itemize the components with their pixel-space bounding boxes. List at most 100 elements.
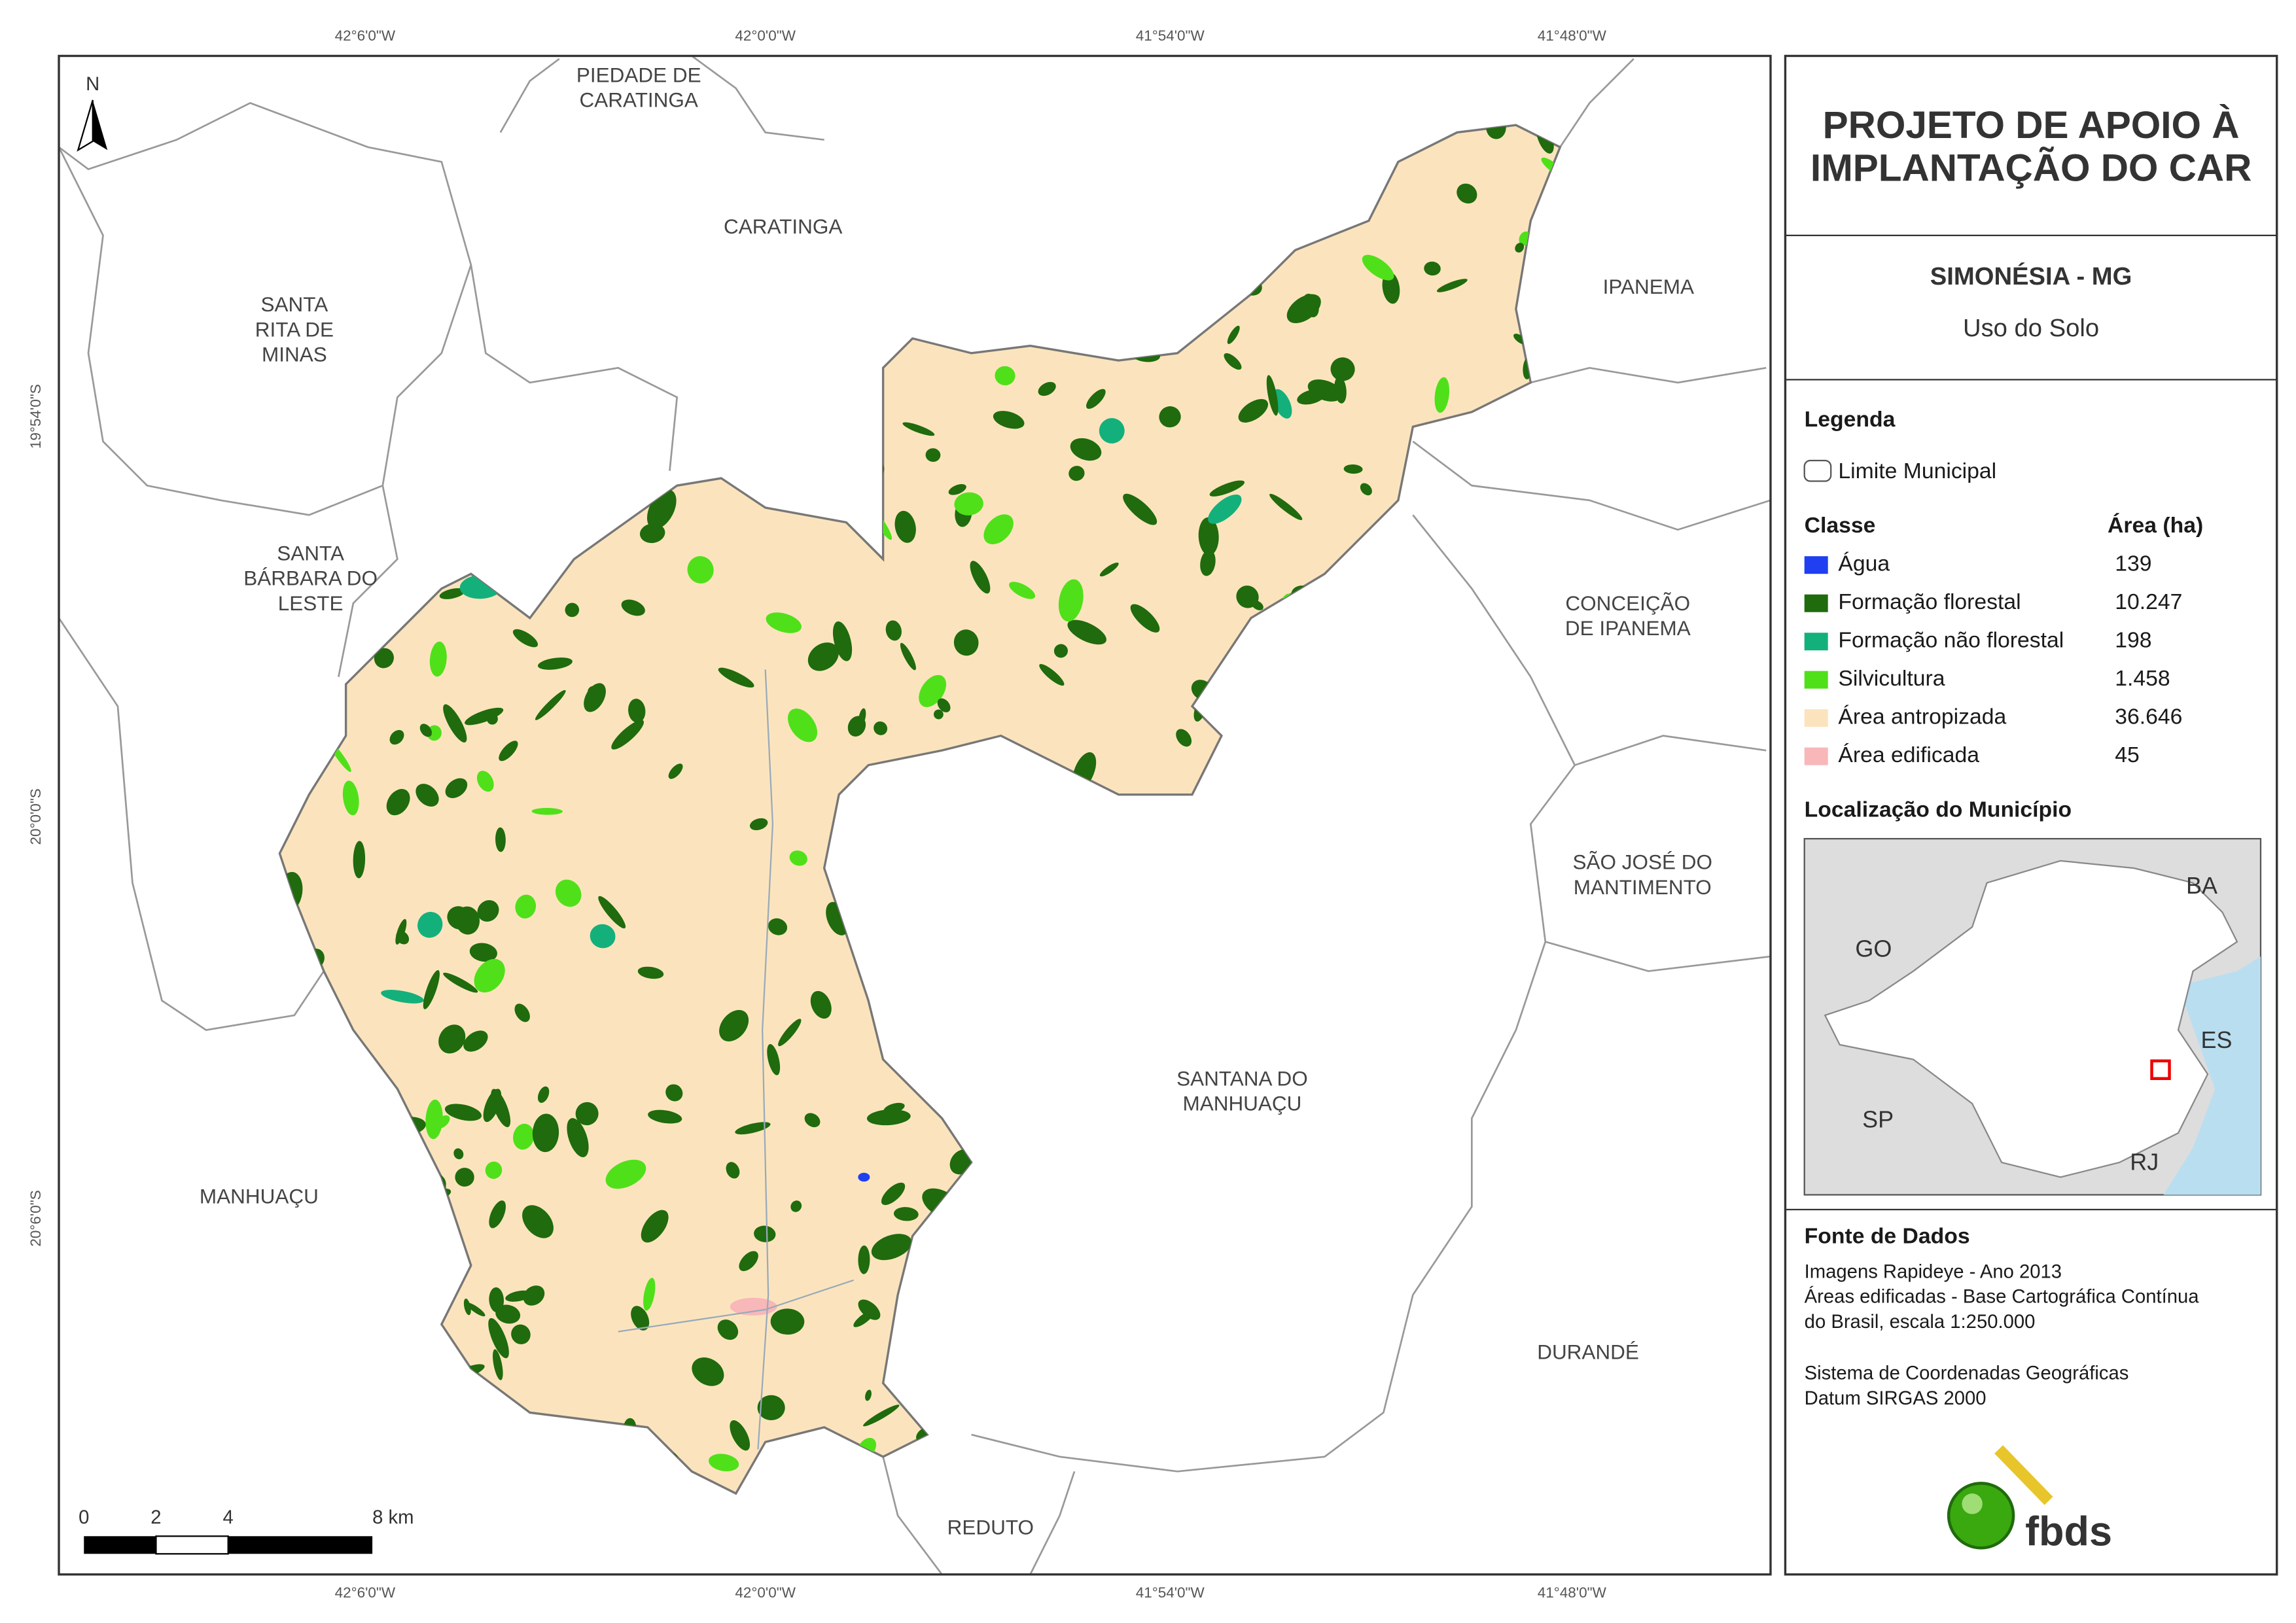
class-area: 45: [2115, 742, 2140, 767]
panel-title: IMPLANTAÇÃO DO CAR: [1810, 146, 2252, 189]
patch: [768, 918, 788, 935]
patch: [1086, 389, 1106, 410]
patch: [1266, 375, 1279, 416]
place-label: PIEDADE DE: [576, 63, 701, 86]
patch: [463, 1030, 488, 1052]
patch: [1058, 579, 1084, 622]
sources-heading: Fonte de Dados: [1805, 1224, 1970, 1249]
patch: [1515, 243, 1525, 253]
legend-swatch: [1804, 594, 1828, 612]
patch: [567, 1118, 589, 1157]
patch: [483, 1089, 502, 1123]
place-label: SANTA: [277, 541, 344, 565]
patch: [438, 1024, 466, 1054]
patch: [871, 1234, 912, 1261]
patch: [1209, 480, 1245, 497]
place-label: DURANDÉ: [1537, 1340, 1639, 1364]
patch: [522, 1205, 554, 1238]
theme: Uso do Solo: [1963, 314, 2099, 342]
patch: [1269, 493, 1303, 521]
patch: [858, 1172, 870, 1182]
scale-label: 8 km: [372, 1507, 414, 1528]
patch: [535, 689, 566, 720]
patch: [708, 1454, 739, 1472]
patch: [555, 879, 582, 907]
source-line: Sistema de Coordenadas Geográficas: [1805, 1363, 2129, 1384]
patch: [925, 448, 941, 462]
patch: [970, 561, 991, 594]
legend-boundary: Limite Municipal: [1838, 459, 1996, 483]
patch: [1330, 357, 1355, 381]
patch: [425, 1099, 443, 1140]
patch: [1457, 183, 1477, 204]
patch: [730, 1297, 777, 1316]
class-area: 10.247: [2115, 589, 2182, 614]
patch: [719, 1009, 749, 1041]
patch: [445, 778, 468, 799]
patch: [565, 602, 580, 618]
place-label: RITA DE: [255, 317, 334, 341]
north-label: N: [86, 74, 99, 95]
patch: [611, 720, 644, 750]
patch: [621, 599, 645, 616]
patch: [1099, 562, 1119, 577]
place-label: DE IPANEMA: [1565, 616, 1691, 640]
coord-label: 20°6'0"S: [27, 1190, 44, 1246]
patch: [588, 686, 599, 698]
patch: [804, 1113, 821, 1128]
place-label: LESTE: [278, 591, 344, 615]
side-panel: [1784, 54, 2278, 1576]
patch: [444, 1104, 482, 1121]
patch: [415, 784, 439, 807]
place-label: CONCEIÇÃO: [1565, 591, 1690, 615]
patch: [934, 709, 944, 720]
place-label: MANTIMENTO: [1574, 875, 1712, 899]
patch: [1053, 644, 1069, 658]
patch: [1123, 493, 1157, 525]
patch: [429, 641, 447, 677]
patch: [532, 1113, 559, 1153]
patch: [419, 724, 433, 737]
patch: [937, 698, 951, 712]
patch: [381, 990, 424, 1003]
coord-label: 42°0'0"W: [735, 27, 796, 44]
class-name: Área edificada: [1838, 742, 1979, 767]
patch: [476, 771, 494, 792]
patch: [687, 556, 714, 584]
legend-heading: Legenda: [1805, 407, 1896, 432]
map-border: [58, 54, 1772, 1576]
coord-label: 42°0'0"W: [735, 1584, 796, 1601]
patch: [807, 642, 839, 671]
patch: [537, 1086, 550, 1103]
patch: [1200, 550, 1216, 576]
patch: [692, 1357, 724, 1386]
patch: [447, 906, 471, 930]
coord-label: 42°6'0"W: [335, 1584, 396, 1601]
patch: [531, 808, 563, 815]
patch: [515, 894, 537, 918]
patch: [1238, 399, 1269, 423]
patch: [513, 1123, 535, 1150]
state-label: BA: [2186, 872, 2217, 899]
legend-swatch: [1804, 709, 1828, 727]
patch: [866, 1109, 911, 1126]
patch: [902, 422, 935, 436]
patch: [575, 1102, 599, 1126]
coord-label: 20°0'0"S: [27, 788, 44, 845]
patch: [726, 1162, 740, 1179]
patch: [485, 1161, 503, 1179]
patch: [465, 707, 504, 725]
patch: [665, 1084, 683, 1102]
patch: [469, 943, 497, 962]
patch: [538, 657, 573, 670]
patch: [1009, 582, 1036, 599]
patch: [643, 1278, 656, 1311]
logo-text: fbds: [2025, 1509, 2112, 1555]
patch: [455, 1168, 474, 1187]
patch: [641, 1210, 669, 1243]
area-header: Área (ha): [2108, 513, 2203, 538]
patch: [489, 1287, 504, 1313]
scale-label: 0: [79, 1507, 89, 1528]
patch: [718, 667, 754, 688]
state-label: RJ: [2130, 1149, 2159, 1176]
